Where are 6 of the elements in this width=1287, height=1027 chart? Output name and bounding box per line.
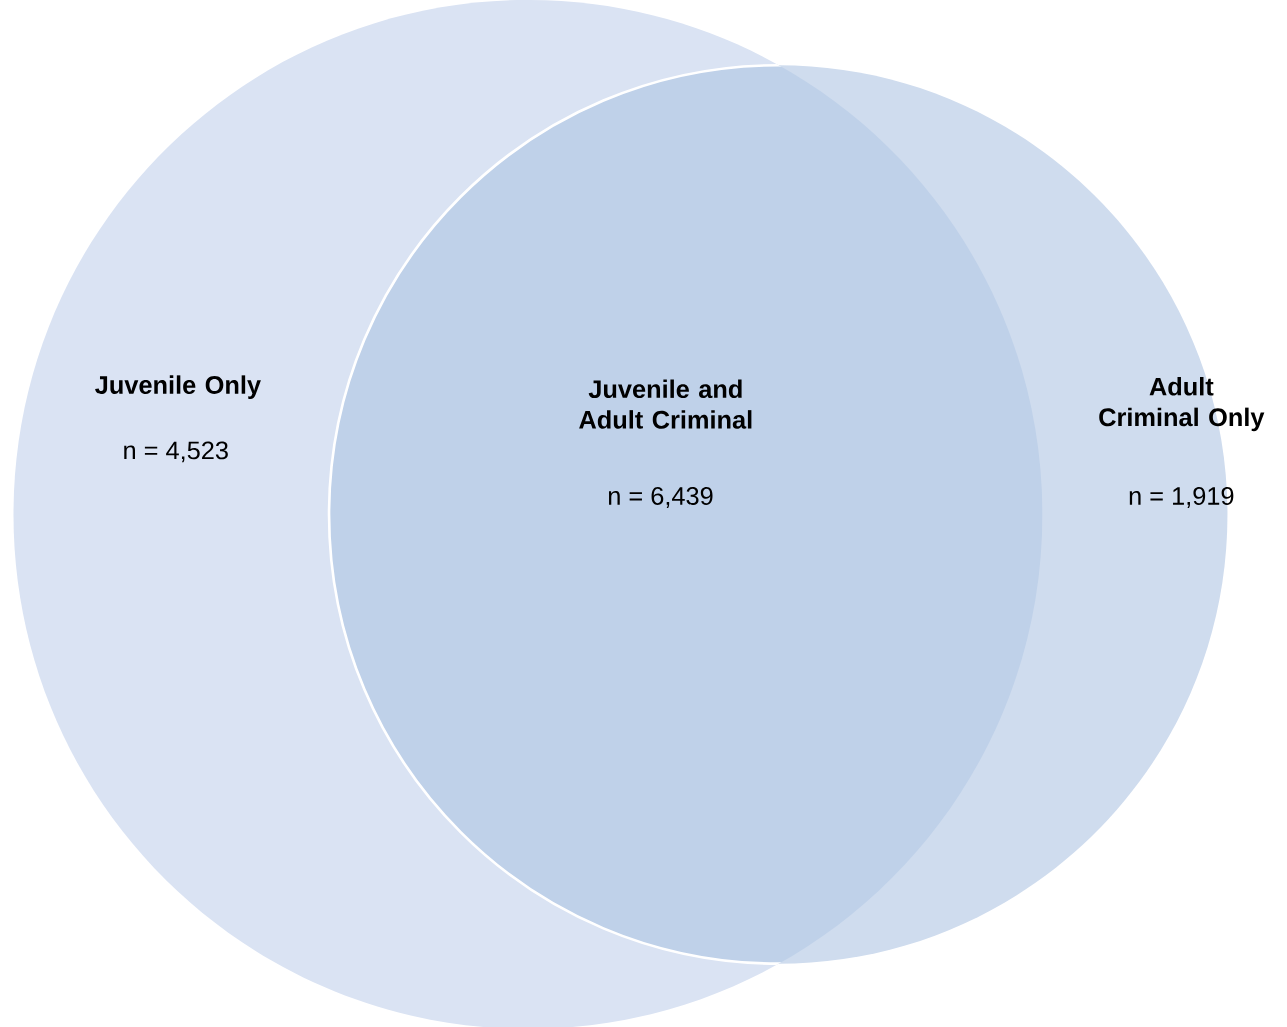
data-label: n = 4,523 (124, 441, 228, 463)
category-label: Adult Criminal Only (1099, 377, 1265, 432)
data-label: n = 6,439 (608, 487, 713, 509)
category-label: Juvenile Only (95, 375, 261, 400)
data-label: n = 1,919 (1129, 487, 1234, 509)
category-label: Juvenile and Adult Criminal (579, 379, 752, 429)
